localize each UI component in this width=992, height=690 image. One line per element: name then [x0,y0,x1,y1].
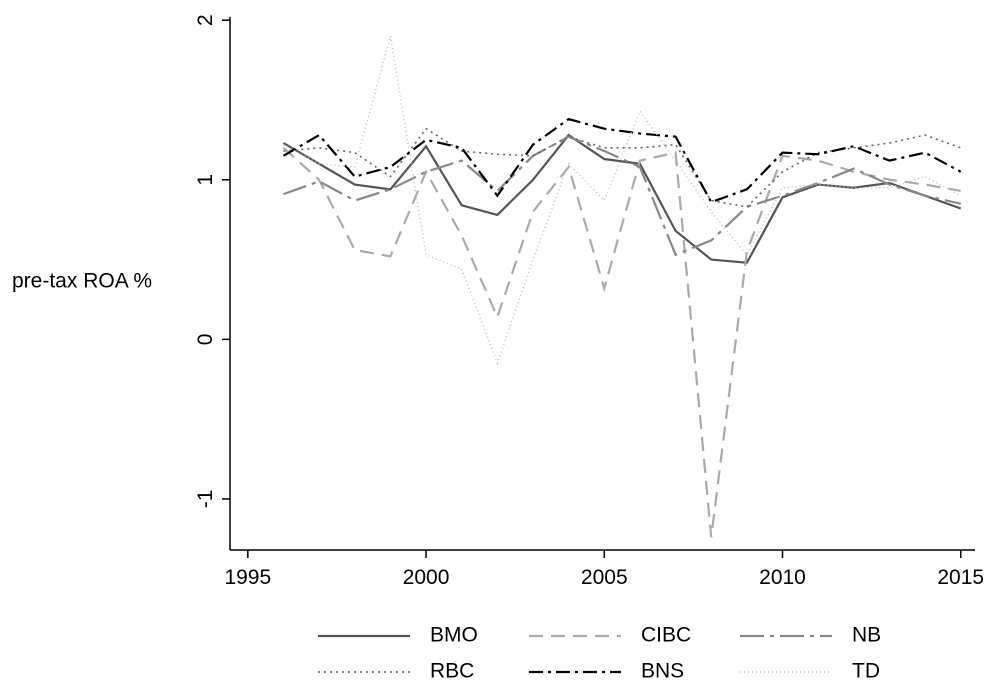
legend-label: RBC [430,660,474,683]
y-axis-label: pre-tax ROA % [12,270,152,293]
x-tick-label: 2000 [403,566,450,589]
y-tick-label: 2 [194,14,217,26]
line-series [283,127,962,208]
line-series [283,35,962,366]
line-series [283,135,961,257]
y-tick-label: -1 [194,490,217,509]
x-tick-label: 2010 [759,566,806,589]
line-series [282,133,962,264]
line-series [282,147,961,538]
x-tick-label: 2005 [581,566,628,589]
y-tick-label: 0 [194,334,217,346]
x-tick-label: 2015 [937,566,984,589]
line-series [282,117,962,204]
legend-label: CIBC [641,624,691,647]
legend-label: NB [852,624,881,647]
legend-label: BMO [430,624,478,647]
x-tick-label: 1995 [224,566,271,589]
legend-label: BNS [641,660,684,683]
y-tick-label: 1 [194,174,217,186]
legend-label: TD [852,660,880,683]
